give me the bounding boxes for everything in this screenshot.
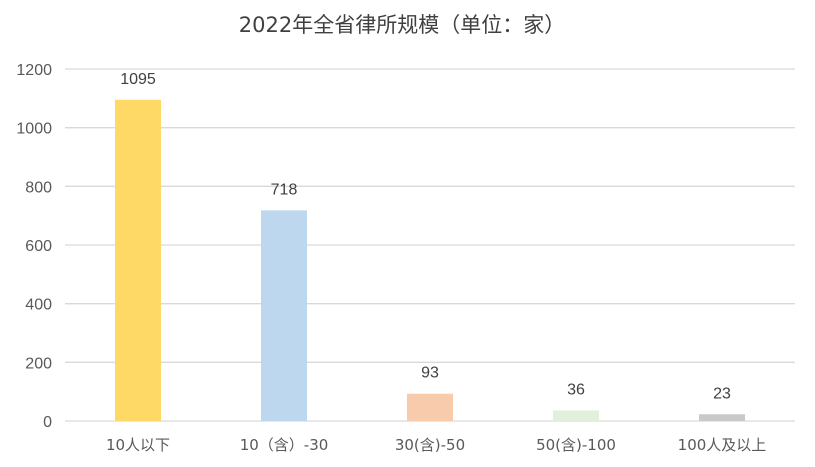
bars	[115, 99, 745, 422]
data-label: 93	[421, 365, 439, 382]
y-tick-label: 1000	[16, 121, 52, 138]
data-labels: 1095 718 93 36 23	[120, 71, 731, 402]
x-tick-label: 30(含)-50	[395, 436, 465, 454]
bar	[115, 99, 161, 422]
y-tick-label: 1200	[16, 62, 52, 79]
bar	[553, 410, 599, 421]
data-label: 718	[271, 181, 298, 198]
y-axis: 0 200 400 600 800 1000 1200	[16, 62, 52, 431]
x-tick-label: 50(含)-100	[536, 436, 616, 454]
bar	[699, 414, 745, 421]
x-axis: 10人以下 10（含）-30 30(含)-50 50(含)-100 100人及以上	[106, 436, 766, 454]
bar	[407, 393, 453, 421]
y-tick-label: 0	[43, 414, 52, 431]
x-tick-label: 10（含）-30	[240, 436, 329, 454]
y-tick-label: 400	[25, 297, 52, 314]
bar	[261, 210, 307, 421]
data-label: 23	[713, 385, 731, 402]
y-tick-label: 600	[25, 238, 52, 255]
chart-title: 2022年全省律所规模（单位：家）	[239, 13, 565, 37]
y-tick-label: 200	[25, 355, 52, 372]
data-label: 1095	[120, 71, 156, 88]
x-tick-label: 100人及以上	[678, 436, 767, 454]
gridlines	[65, 68, 795, 422]
x-tick-label: 10人以下	[106, 436, 170, 454]
y-tick-label: 800	[25, 179, 52, 196]
data-label: 36	[567, 381, 585, 398]
